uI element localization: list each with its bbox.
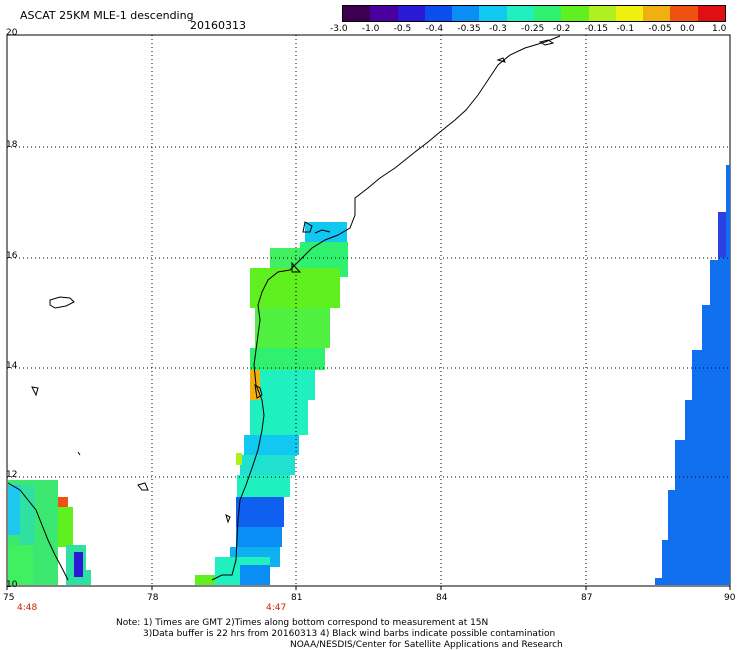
colorbar-label: -0.05 (648, 24, 672, 34)
coastline (7, 35, 561, 581)
colorbar-segment (397, 6, 425, 21)
axis-ticks (6, 586, 731, 590)
swath-mid-cell (195, 575, 215, 585)
colorbar (342, 5, 726, 22)
colorbar-segment (643, 6, 671, 21)
colorbar-label: -0.35 (457, 24, 481, 34)
y-label-12: 12 (6, 470, 18, 480)
y-label-16: 16 (6, 251, 18, 261)
swath-mid-cell (250, 400, 308, 435)
pass-time-mid: 4:47 (266, 603, 287, 613)
y-label-18: 18 (6, 140, 18, 150)
colorbar-segment (343, 6, 371, 21)
colorbar-segment (424, 6, 453, 21)
colorbar-label: -0.5 (393, 24, 412, 34)
note-line-2: 3)Data buffer is 22 hrs from 20160313 4)… (143, 629, 556, 639)
colorbar-segment (588, 6, 616, 21)
swath-left-cell (8, 485, 20, 535)
colorbar-label: -0.4 (425, 24, 444, 34)
swath-mid-cell (237, 475, 290, 497)
x-label-90: 90 (724, 593, 736, 603)
x-label-87: 87 (581, 593, 593, 603)
swath-right (655, 165, 730, 585)
wind-data-swaths (8, 165, 730, 585)
y-label-14: 14 (6, 361, 18, 371)
y-label-20: 20 (6, 28, 18, 38)
map-date: 20160313 (190, 19, 246, 32)
swath-left-cell (8, 545, 33, 585)
colorbar-segment (615, 6, 644, 21)
swath-left-cell (20, 485, 35, 545)
pass-time-left: 4:48 (17, 603, 38, 613)
colorbar-segment (670, 6, 698, 21)
plot-frame (6, 34, 731, 587)
colorbar-label: -0.1 (616, 24, 635, 34)
colorbar-segment (479, 6, 507, 21)
swath-mid-cell (236, 497, 284, 527)
swath-left-cell (74, 552, 83, 577)
colorbar-label: -0.2 (552, 24, 571, 34)
map-title: ASCAT 25KM MLE-1 descending (20, 9, 194, 22)
x-label-81: 81 (291, 593, 303, 603)
swath-mid-cell (240, 565, 270, 585)
x-label-84: 84 (436, 593, 448, 603)
colorbar-label: -1.0 (361, 24, 380, 34)
swath-mid-cell (236, 453, 242, 465)
note-line-3: NOAA/NESDIS/Center for Satellite Applica… (290, 640, 563, 650)
colorbar-segment (697, 6, 725, 21)
swath-left-cell (58, 497, 68, 507)
y-label-10: 10 (6, 580, 18, 590)
colorbar-label: -0.3 (489, 24, 507, 34)
colorbar-segment (506, 6, 534, 21)
colorbar-segment (561, 6, 589, 21)
swath-mid-cell (305, 222, 347, 242)
colorbar-segment (452, 6, 480, 21)
graticule (7, 35, 730, 586)
swath-mid-cell (244, 435, 299, 455)
colorbar-label: -0.25 (521, 24, 545, 34)
swath-left-cell (58, 507, 73, 547)
x-label-75: 75 (3, 593, 15, 603)
swath-mid-cell (250, 348, 325, 370)
swath-mid-cell (250, 268, 340, 308)
colorbar-segment (370, 6, 398, 21)
colorbar-segment (533, 6, 562, 21)
colorbar-label: -3.0 (330, 24, 348, 34)
colorbar-label: -0.15 (584, 24, 608, 34)
colorbar-label: 0.0 (680, 24, 695, 34)
swath-mid-cell (236, 527, 282, 547)
swath-mid-cell (255, 308, 330, 348)
swath-right-cell (718, 212, 726, 257)
swath-left-cell (83, 570, 91, 585)
colorbar-labels: -3.0 -1.0 -0.5 -0.4 -0.35 -0.3 -0.25 -0.2 -0.15-… (330, 24, 735, 38)
swath-mid-cell (250, 370, 315, 400)
swath-mid-cell (240, 455, 295, 475)
colorbar-label: 1.0 (712, 24, 727, 34)
x-label-78: 78 (147, 593, 159, 603)
note-line-1: Note: 1) Times are GMT 2)Times along bot… (116, 618, 489, 628)
